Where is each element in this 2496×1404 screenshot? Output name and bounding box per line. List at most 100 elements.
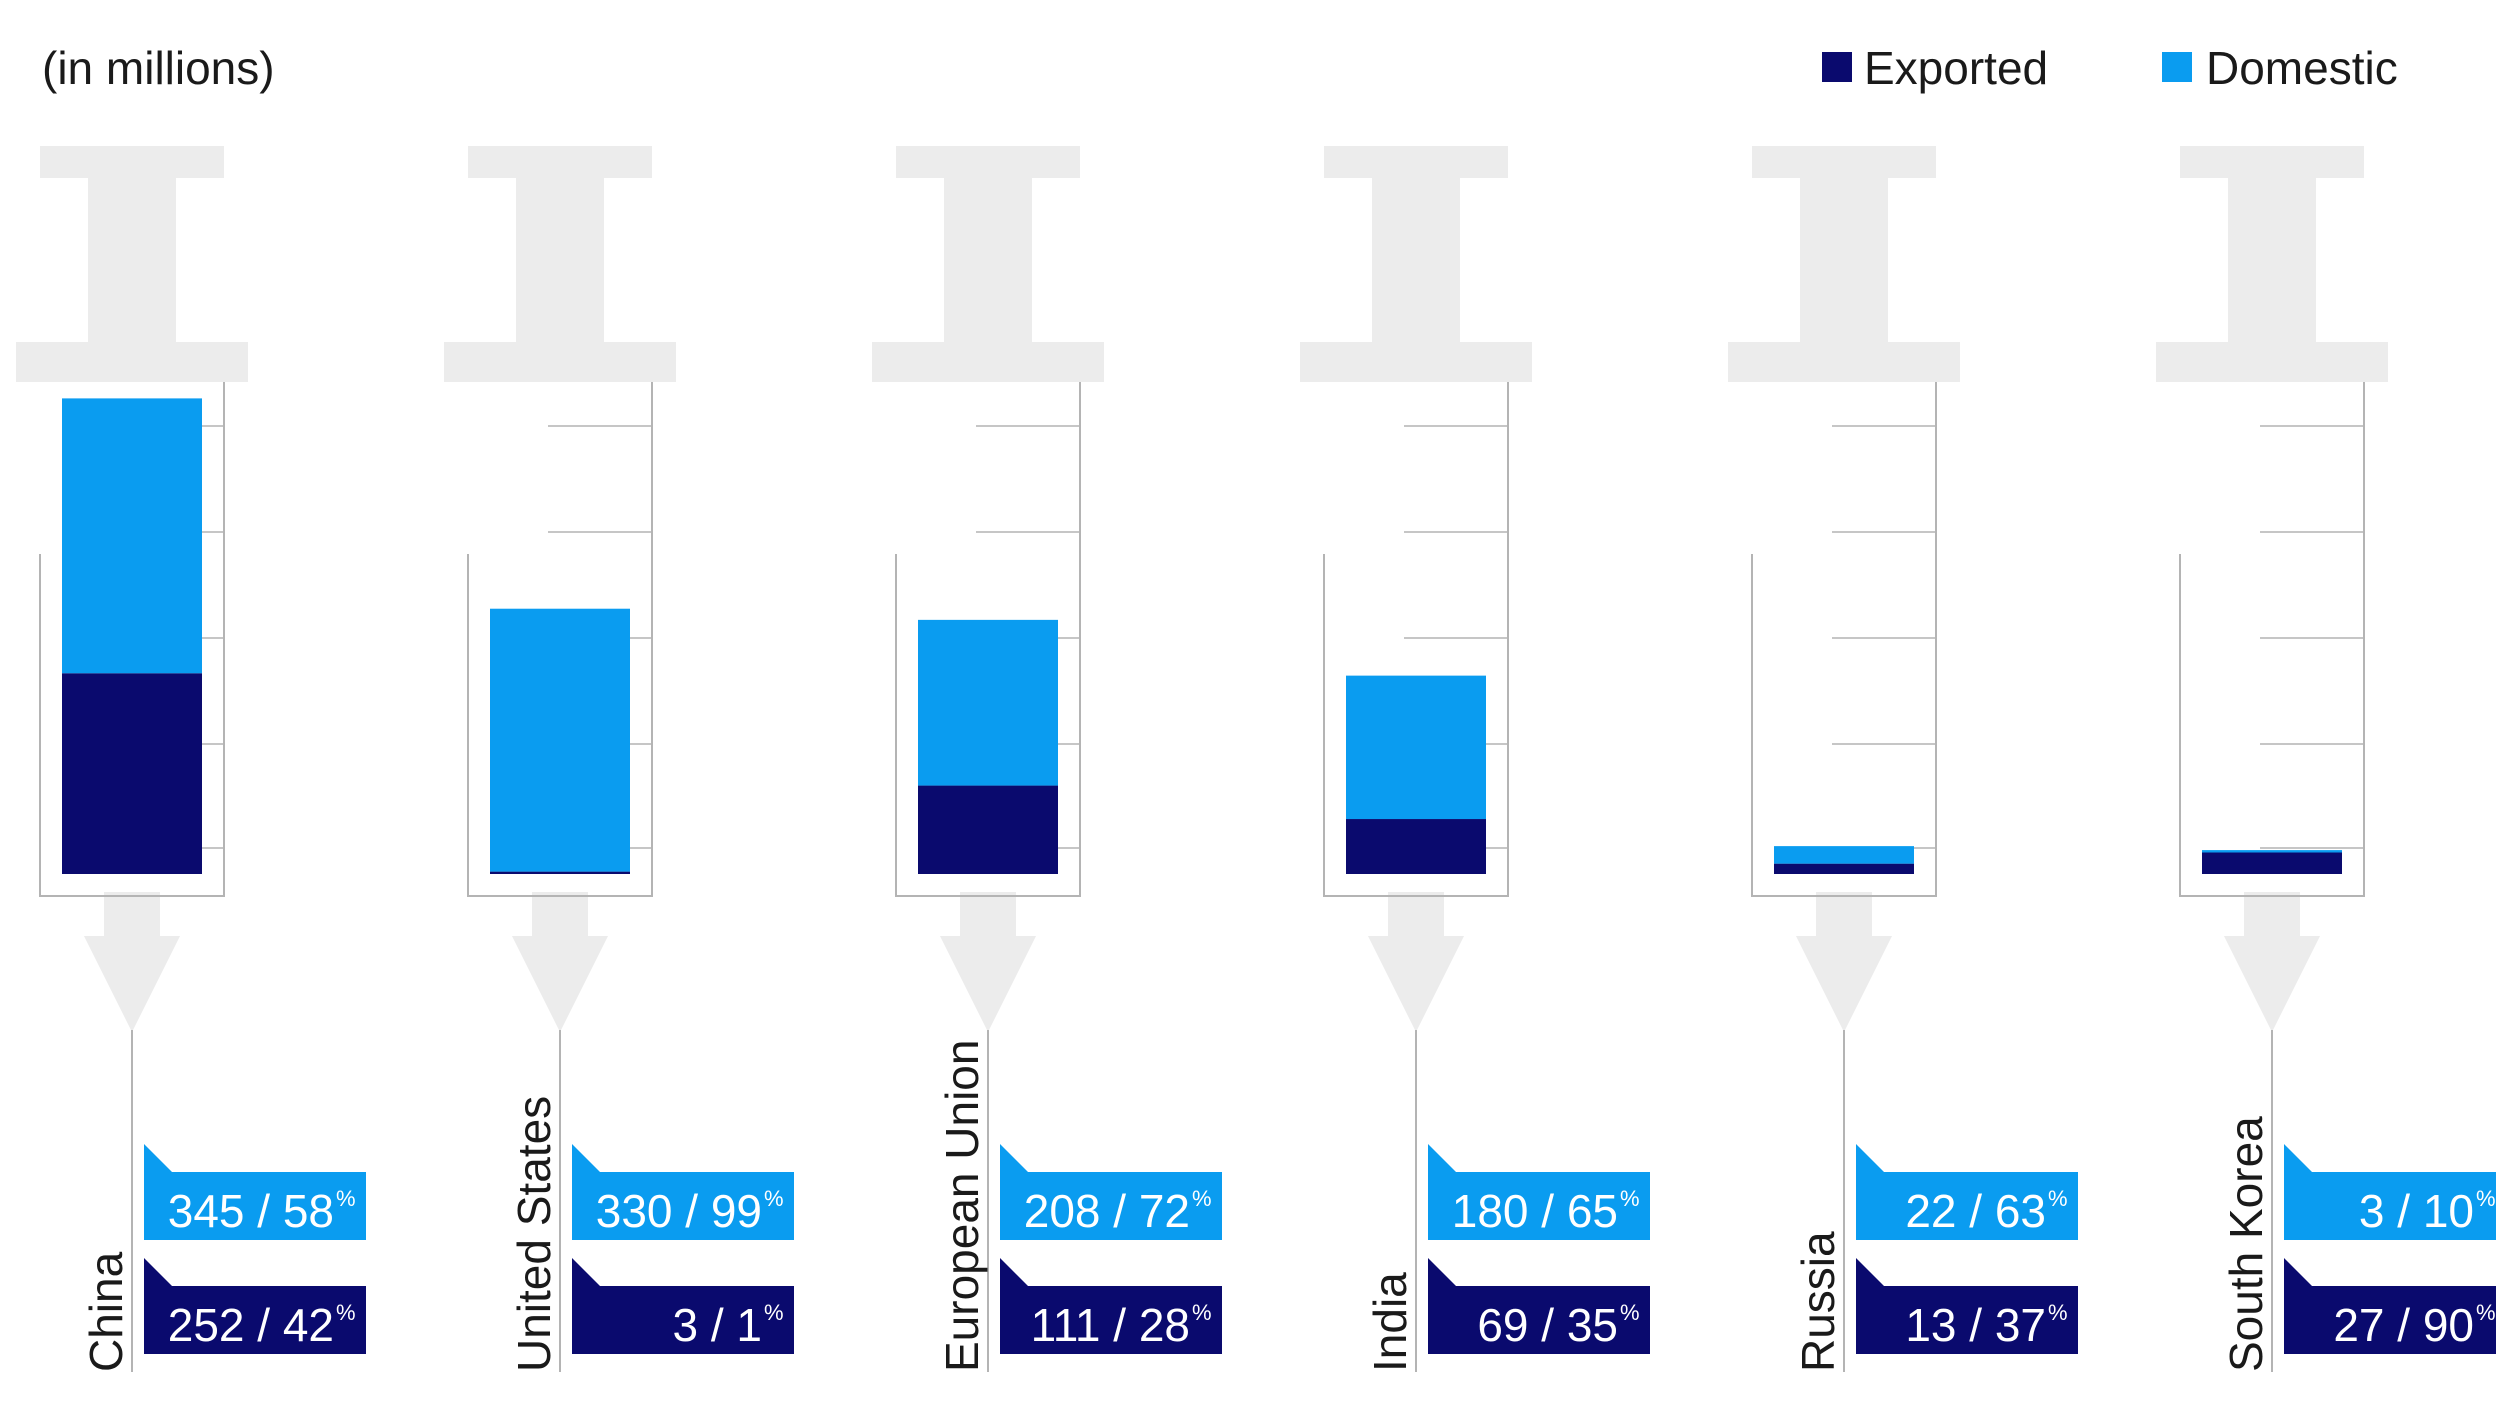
legend: Exported Domestic	[1822, 42, 2398, 94]
bar-domestic	[1774, 846, 1914, 864]
data-label-exported-percent: %	[1192, 1300, 1212, 1325]
barrel-flange	[872, 342, 1104, 382]
needle-hub	[1388, 892, 1444, 936]
barrel-flange	[1728, 342, 1960, 382]
data-label-exported-text: 111 / 28	[1031, 1299, 1190, 1351]
data-label-exported: 13 / 37%	[1856, 1258, 2078, 1354]
data-label-domestic-text: 22 / 63	[1905, 1185, 2046, 1237]
data-label-domestic-text: 3 / 10	[2359, 1185, 2474, 1237]
plunger-handle	[1324, 146, 1508, 178]
data-label-domestic-flag	[2284, 1144, 2496, 1240]
bar-domestic	[490, 608, 630, 872]
data-label-exported-flag	[1428, 1258, 1650, 1354]
data-label-exported: 27 / 90%	[2284, 1258, 2496, 1354]
bar-exported	[2202, 852, 2342, 874]
data-label-domestic-flag	[1000, 1144, 1222, 1240]
plunger-rod	[516, 178, 604, 346]
bar-exported	[1774, 863, 1914, 874]
syringe-south-korea: South Korea 3 / 10 %27 / 90%	[2156, 146, 2496, 1372]
data-label-domestic-text: 345 / 58	[168, 1185, 334, 1237]
bar-exported	[490, 871, 630, 874]
bar-exported	[62, 673, 202, 874]
category-label: China	[80, 1251, 132, 1372]
data-label-exported-flag	[572, 1258, 794, 1354]
bar-exported	[1346, 819, 1486, 874]
data-label-domestic-text: 330 / 99	[596, 1185, 762, 1237]
bar-domestic	[62, 398, 202, 674]
barrel-flange	[2156, 342, 2388, 382]
data-label-exported-percent: %	[2048, 1300, 2068, 1325]
data-label-exported-percent: %	[336, 1300, 356, 1325]
bar-domestic	[1346, 675, 1486, 820]
data-label-exported-text: 252 / 42	[168, 1299, 334, 1351]
plunger-handle	[2180, 146, 2364, 178]
data-label-domestic: 345 / 58%	[144, 1144, 366, 1240]
data-label-domestic-percent: %	[1192, 1186, 1212, 1211]
data-label-domestic-percent: %	[336, 1186, 356, 1211]
data-label-exported: 69 / 35%	[1428, 1258, 1650, 1354]
plunger-rod	[944, 178, 1032, 346]
data-label-domestic-flag	[572, 1144, 794, 1240]
data-label-domestic-text: 208 / 72	[1024, 1185, 1190, 1237]
data-label-domestic: 330 / 99%	[572, 1144, 794, 1240]
category-label: Russia	[1792, 1231, 1844, 1372]
syringe-united-states: United States 330 / 99 %3 / 1%	[444, 146, 794, 1372]
data-label-domestic-flag	[1428, 1144, 1650, 1240]
plunger-handle	[1752, 146, 1936, 178]
data-label-domestic-flag	[1856, 1144, 2078, 1240]
plunger-rod	[1372, 178, 1460, 346]
plunger-handle	[468, 146, 652, 178]
data-label-exported-percent: %	[2476, 1300, 2496, 1325]
data-label-exported: 111 / 28%	[1000, 1258, 1222, 1354]
plunger-rod	[2228, 178, 2316, 346]
needle-arrow	[1368, 936, 1464, 1032]
data-label-exported: 252 / 42%	[144, 1258, 366, 1354]
needle-hub	[960, 892, 1016, 936]
plunger-rod	[88, 178, 176, 346]
legend-label-exported: Exported	[1864, 42, 2048, 94]
plunger-rod	[1800, 178, 1888, 346]
needle-arrow	[2224, 936, 2320, 1032]
barrel-outline	[1751, 382, 1937, 897]
barrel-outline	[895, 382, 1081, 897]
data-label-domestic-flag	[144, 1144, 366, 1240]
bar-domestic	[2202, 850, 2342, 853]
data-label-exported-percent: %	[764, 1300, 784, 1325]
plunger-handle	[40, 146, 224, 178]
legend-swatch-exported	[1822, 52, 1852, 82]
data-label-domestic: 180 / 65%	[1428, 1144, 1650, 1240]
category-label: European Union	[936, 1040, 988, 1372]
needle-arrow	[1796, 936, 1892, 1032]
data-label-domestic-percent: %	[2476, 1186, 2496, 1211]
data-label-domestic-percent: %	[764, 1186, 784, 1211]
data-label-exported-flag	[144, 1258, 366, 1354]
needle-hub	[104, 892, 160, 936]
barrel-outline	[39, 382, 225, 897]
legend-label-domestic: Domestic	[2206, 42, 2398, 94]
data-label-exported: 3 / 1%	[572, 1258, 794, 1354]
barrel-flange	[16, 342, 248, 382]
data-label-exported-text: 13 / 37	[1905, 1299, 2046, 1351]
barrel-flange	[444, 342, 676, 382]
category-label: India	[1364, 1272, 1416, 1372]
unit-note: (in millions)	[42, 42, 275, 94]
barrel-outline	[467, 382, 653, 897]
bar-exported	[918, 785, 1058, 874]
needle-arrow	[940, 936, 1036, 1032]
data-label-exported-text: 69 / 35	[1477, 1299, 1618, 1351]
category-label: United States	[508, 1096, 560, 1372]
data-label-domestic: 3 / 10%	[2284, 1144, 2496, 1240]
syringe-european-union: European Union 208 / 72 %111 / 28%	[872, 146, 1222, 1372]
barrel-flange	[1300, 342, 1532, 382]
bar-domestic	[918, 619, 1058, 786]
data-label-domestic-percent: %	[2048, 1186, 2068, 1211]
needle-hub	[1816, 892, 1872, 936]
barrel-outline	[1323, 382, 1509, 897]
needle-hub	[2244, 892, 2300, 936]
data-label-domestic: 208 / 72%	[1000, 1144, 1222, 1240]
